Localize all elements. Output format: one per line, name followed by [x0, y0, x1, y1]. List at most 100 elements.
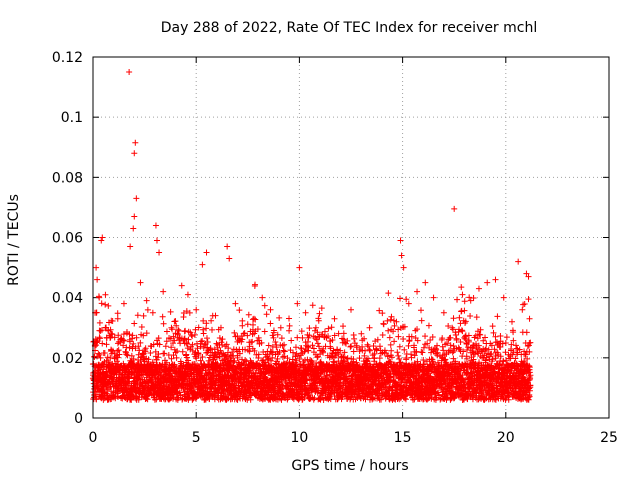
data-point — [114, 310, 121, 317]
data-point — [97, 354, 104, 361]
data-point — [200, 317, 207, 324]
data-point — [458, 284, 465, 291]
data-point — [387, 316, 394, 323]
data-point — [347, 343, 354, 350]
data-point — [470, 294, 477, 301]
data-point — [101, 350, 108, 357]
data-point — [155, 335, 162, 342]
data-point — [239, 356, 246, 363]
data-point — [171, 337, 178, 344]
y-tick-label: 0.04 — [52, 291, 83, 307]
data-point — [175, 327, 182, 334]
data-point — [194, 345, 201, 352]
data-point — [288, 337, 295, 344]
data-point — [234, 396, 241, 403]
data-point — [122, 348, 129, 355]
data-point — [379, 332, 386, 339]
data-point — [109, 318, 116, 325]
data-point — [452, 331, 459, 338]
data-point — [231, 329, 238, 336]
data-point — [494, 339, 501, 346]
data-point — [299, 334, 306, 341]
data-point — [281, 348, 288, 355]
data-point — [142, 345, 149, 352]
data-point — [195, 352, 202, 359]
data-point — [205, 357, 212, 364]
data-point — [394, 349, 401, 356]
data-point — [137, 339, 144, 346]
data-point — [251, 347, 258, 354]
data-point — [261, 328, 268, 335]
data-point — [156, 341, 163, 348]
data-point — [177, 392, 184, 399]
data-point — [265, 342, 272, 349]
data-point — [316, 310, 323, 317]
data-point — [198, 338, 205, 345]
data-point — [116, 351, 123, 358]
data-point — [422, 333, 429, 340]
data-point — [133, 334, 140, 341]
data-point — [179, 348, 186, 355]
data-point — [138, 323, 145, 330]
data-point — [279, 353, 286, 360]
data-point — [140, 332, 147, 339]
data-point — [385, 290, 392, 297]
data-point — [104, 354, 111, 361]
data-point — [450, 315, 457, 322]
data-point — [109, 331, 116, 338]
data-point — [203, 381, 210, 388]
data-point — [247, 396, 254, 403]
y-tick-label: 0.02 — [52, 351, 83, 367]
data-point — [440, 347, 447, 354]
data-point — [309, 302, 316, 309]
data-point — [169, 374, 176, 381]
y-tick-label: 0.08 — [52, 170, 83, 186]
data-point — [126, 331, 133, 338]
data-point — [397, 295, 404, 302]
data-point — [96, 335, 103, 342]
data-point — [123, 344, 130, 351]
y-tick-label: 0 — [74, 411, 83, 427]
data-point — [255, 351, 262, 358]
data-point — [204, 344, 211, 351]
data-point — [434, 342, 441, 349]
data-point — [182, 327, 189, 334]
data-point — [453, 335, 460, 342]
data-point — [115, 393, 122, 400]
data-point — [192, 349, 199, 356]
data-point — [278, 335, 285, 342]
data-point — [306, 325, 313, 332]
data-point — [216, 353, 223, 360]
data-point — [348, 343, 355, 350]
data-point — [376, 355, 383, 362]
data-point — [244, 321, 251, 328]
data-point — [120, 342, 127, 349]
data-point — [254, 326, 261, 333]
data-point — [168, 355, 175, 362]
data-point — [217, 347, 224, 354]
data-point — [169, 326, 176, 333]
data-point — [183, 354, 190, 361]
data-point — [209, 349, 216, 356]
data-point — [129, 335, 136, 342]
data-point — [95, 350, 102, 357]
data-point — [128, 352, 135, 359]
data-point — [292, 344, 299, 351]
data-point — [418, 317, 425, 324]
data-point — [98, 300, 105, 307]
data-point — [96, 351, 103, 358]
data-point — [197, 357, 204, 364]
data-point — [425, 322, 432, 329]
data-point — [318, 305, 325, 312]
data-point — [96, 319, 103, 326]
data-point — [239, 336, 246, 343]
data-point — [263, 311, 270, 318]
data-point — [199, 353, 206, 360]
data-point — [160, 320, 167, 327]
data-point — [461, 307, 468, 314]
data-point — [102, 301, 109, 308]
data-point — [99, 340, 106, 347]
data-point — [494, 313, 501, 320]
data-point — [147, 377, 154, 384]
